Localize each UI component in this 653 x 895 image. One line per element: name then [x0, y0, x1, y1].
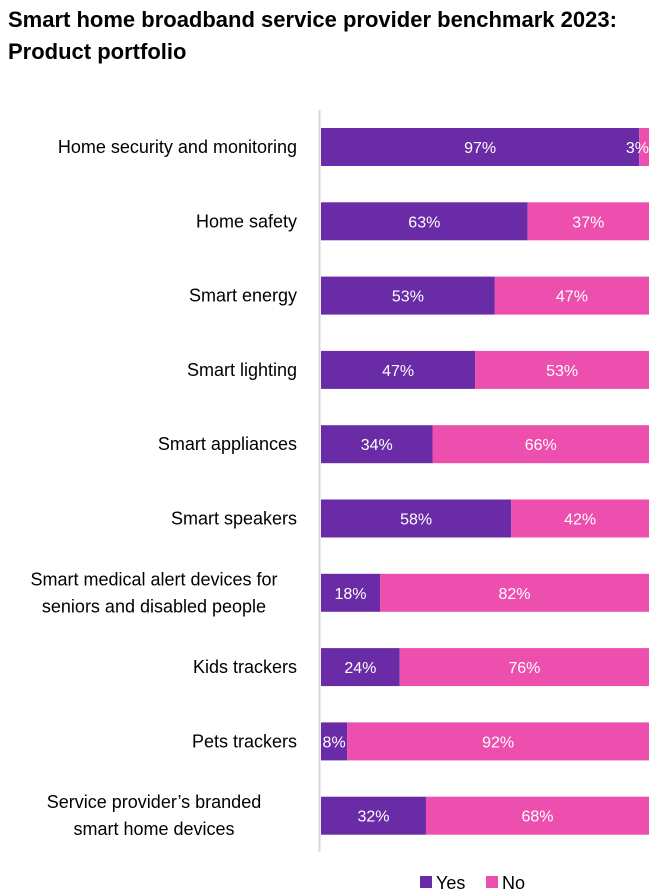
data-label-no-0: 3%	[626, 140, 649, 157]
category-label: Home safety	[196, 211, 297, 231]
category-label: Smart energy	[189, 286, 297, 306]
bar-no-7	[399, 648, 649, 687]
data-label-no-3: 53%	[546, 363, 578, 380]
category-label: Smart appliances	[158, 434, 297, 454]
data-label-no-7: 76%	[508, 660, 540, 677]
data-label-yes-1: 63%	[408, 214, 440, 231]
data-label-no-9: 68%	[521, 809, 553, 826]
chart-title: Smart home broadband service provider be…	[8, 7, 617, 64]
data-label-yes-0: 97%	[464, 140, 496, 157]
category-label: smart home devices	[73, 819, 234, 839]
bar-no-3	[475, 350, 649, 389]
data-label-no-2: 47%	[556, 289, 588, 306]
data-label-no-8: 92%	[482, 734, 514, 751]
category-label: Smart medical alert devices for	[30, 569, 277, 589]
bar-no-2	[494, 276, 649, 315]
bar-yes-2	[321, 276, 495, 315]
category-label: Smart lighting	[187, 360, 297, 380]
legend-label-no: No	[502, 873, 525, 893]
bar-no-9	[425, 796, 649, 835]
category-label: Pets trackers	[192, 731, 297, 751]
data-label-no-5: 42%	[564, 512, 596, 529]
bar-no-4	[432, 425, 649, 464]
category-label: Home security and monitoring	[58, 137, 297, 157]
bar-no-6	[380, 573, 649, 612]
bar-yes-4	[321, 425, 433, 464]
category-label: Service provider’s branded	[47, 792, 261, 812]
data-label-no-6: 82%	[499, 586, 531, 603]
bar-no-0	[639, 128, 649, 166]
bar-no-5	[511, 499, 649, 538]
bar-no-1	[527, 202, 649, 241]
data-label-no-4: 66%	[525, 437, 557, 454]
bar-yes-9	[321, 796, 426, 835]
bar-yes-1	[321, 202, 528, 241]
data-label-yes-5: 58%	[400, 512, 432, 529]
bar-yes-6	[321, 573, 381, 612]
legend-swatch-yes	[420, 876, 432, 888]
legend-label-yes: Yes	[436, 873, 465, 893]
data-label-yes-8: 8%	[323, 734, 346, 751]
category-label: Kids trackers	[193, 657, 297, 677]
bar-yes-8	[321, 722, 348, 761]
data-label-yes-6: 18%	[335, 586, 367, 603]
bar-yes-7	[321, 648, 400, 687]
bar-no-8	[347, 722, 649, 761]
legend-swatch-no	[486, 876, 498, 888]
data-label-yes-4: 34%	[361, 437, 393, 454]
category-label: seniors and disabled people	[42, 596, 266, 616]
data-label-yes-7: 24%	[344, 660, 376, 677]
data-label-yes-2: 53%	[392, 289, 424, 306]
category-label: Smart speakers	[171, 509, 297, 529]
bar-yes-3	[321, 350, 476, 389]
data-label-yes-9: 32%	[357, 809, 389, 826]
bar-yes-5	[321, 499, 512, 538]
data-label-no-1: 37%	[572, 214, 604, 231]
bar-yes-0	[321, 128, 640, 166]
data-label-yes-3: 47%	[382, 363, 414, 380]
